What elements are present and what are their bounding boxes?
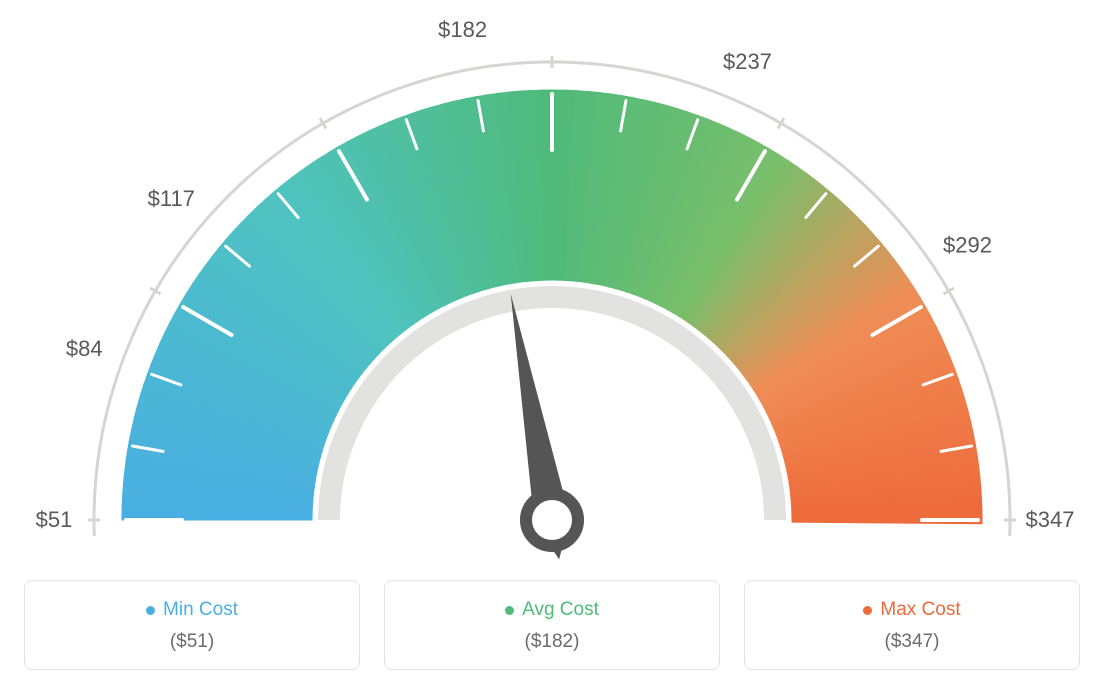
legend-min-label: Min Cost: [163, 599, 238, 621]
legend-avg-card: Avg Cost ($182): [384, 580, 720, 670]
avg-dot: [505, 606, 514, 615]
max-dot: [863, 606, 872, 615]
legend-row: Min Cost ($51) Avg Cost ($182) Max Cost …: [24, 580, 1080, 670]
legend-max-value: ($347): [755, 631, 1069, 653]
cost-gauge: $51 $84 $117 $182 $237 $292 $347: [22, 10, 1082, 570]
svg-text:$182: $182: [438, 17, 487, 42]
legend-min-card: Min Cost ($51): [24, 580, 360, 670]
svg-text:$347: $347: [1026, 507, 1075, 532]
svg-text:$117: $117: [148, 186, 195, 211]
legend-max-card: Max Cost ($347): [744, 580, 1080, 670]
legend-max-label: Max Cost: [880, 599, 960, 621]
svg-text:$237: $237: [723, 49, 772, 74]
svg-text:$292: $292: [943, 233, 992, 258]
legend-min-value: ($51): [35, 631, 349, 653]
legend-avg-value: ($182): [395, 631, 709, 653]
svg-text:$84: $84: [66, 336, 103, 361]
legend-avg-label: Avg Cost: [522, 599, 599, 621]
min-dot: [146, 606, 155, 615]
svg-text:$51: $51: [36, 507, 73, 532]
